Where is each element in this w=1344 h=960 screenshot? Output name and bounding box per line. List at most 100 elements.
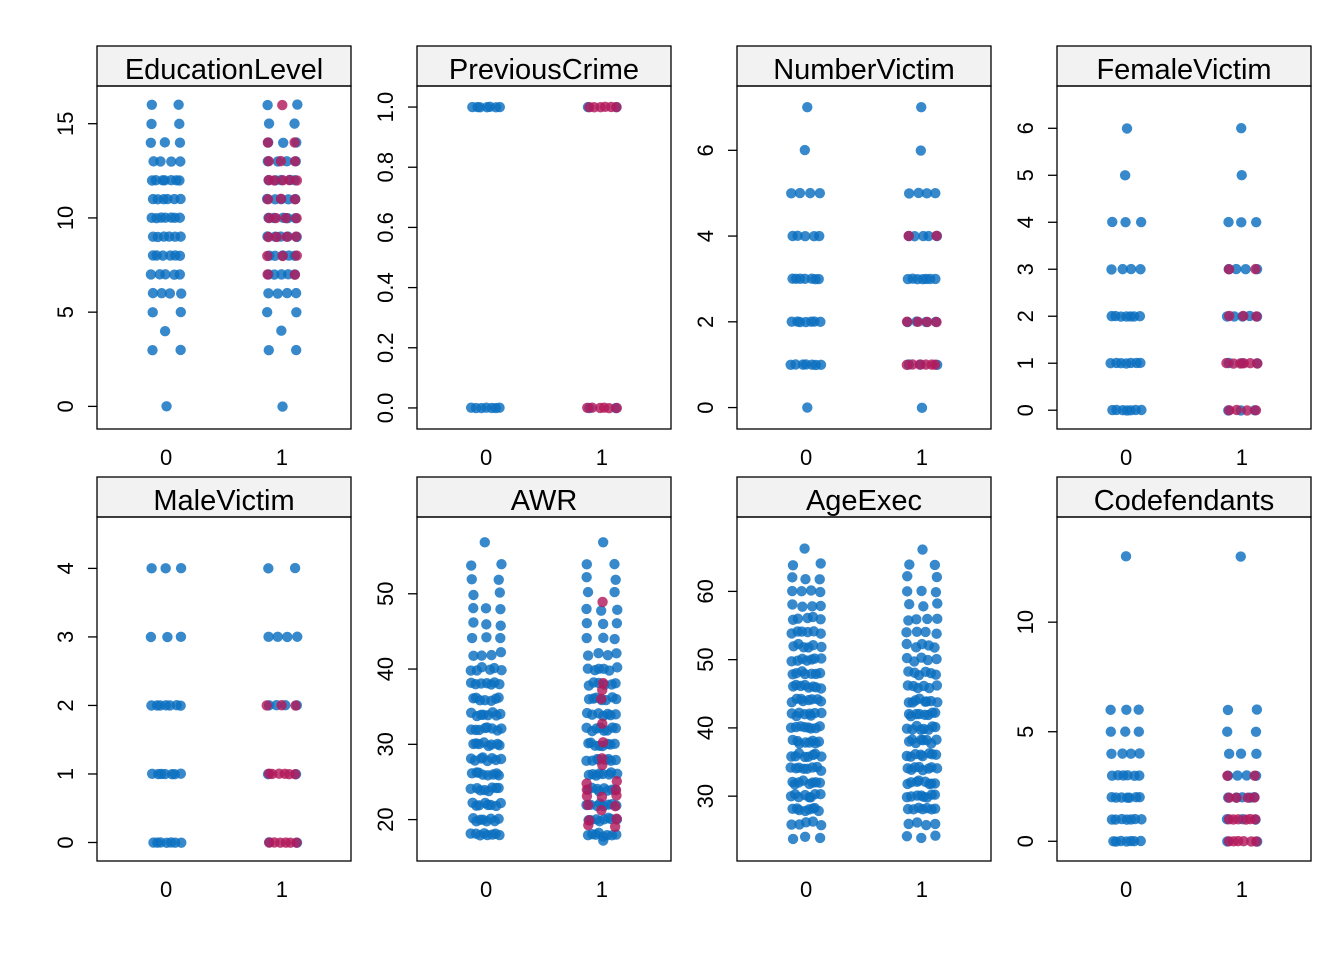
point-group-1-highlight [1233, 814, 1244, 825]
point-group-0 [816, 751, 827, 762]
point-group-1 [609, 558, 620, 570]
point-group-0 [786, 585, 798, 597]
point-group-1-highlight [596, 791, 608, 803]
point-group-1-highlight [271, 231, 282, 243]
y-tick-label: 3 [1013, 263, 1038, 275]
point-group-1-highlight [290, 700, 301, 711]
point-group-1 [611, 618, 623, 629]
point-group-0 [799, 144, 811, 156]
point-group-1 [931, 653, 942, 665]
point-group-0 [815, 614, 826, 625]
point-group-0 [494, 740, 505, 751]
x-tick-label: 0 [800, 445, 812, 470]
point-group-1 [290, 287, 302, 299]
point-group-1-highlight [281, 231, 293, 243]
point-group-0 [815, 765, 827, 776]
point-group-1-highlight [1238, 310, 1249, 322]
point-group-0 [1135, 216, 1147, 228]
panel-strip [416, 476, 672, 518]
x-tick-label: 0 [1120, 445, 1132, 470]
point-group-1 [913, 187, 924, 199]
point-group-1-highlight [1223, 792, 1235, 803]
y-tick-label: 0.2 [373, 332, 398, 363]
point-group-1 [595, 605, 607, 616]
point-group-0 [786, 819, 797, 830]
point-group-1-highlight [929, 359, 941, 370]
points [465, 537, 623, 846]
point-group-1 [920, 626, 931, 638]
x-tick-label: 1 [1236, 445, 1248, 470]
point-group-0 [175, 193, 186, 205]
point-group-0 [493, 782, 504, 794]
point-group-1-highlight [597, 718, 608, 729]
point-group-1-highlight [291, 175, 303, 186]
panel-strip [1056, 45, 1312, 87]
point-group-1-highlight [912, 316, 924, 327]
panel-strip [736, 45, 992, 87]
x-tick-label: 0 [480, 445, 492, 470]
point-group-0 [174, 118, 185, 130]
point-group-1-highlight [275, 155, 287, 167]
point-group-0 [794, 187, 806, 199]
point-group-1 [901, 627, 912, 638]
point-group-0 [493, 574, 504, 585]
point-group-1 [920, 819, 932, 831]
x-tick-label: 1 [596, 445, 608, 470]
point-group-1 [916, 585, 927, 597]
point-group-0 [802, 402, 813, 413]
y-tick-label: 15 [53, 111, 78, 135]
point-group-1-highlight [277, 250, 288, 262]
point-group-0 [1119, 170, 1131, 181]
point-group-0 [802, 101, 813, 113]
y-axis: 0 2 4 6 [693, 144, 737, 414]
point-group-1 [929, 707, 941, 718]
point-group-1-highlight [597, 737, 609, 748]
point-group-1 [612, 604, 623, 616]
point-group-1-highlight [262, 194, 274, 205]
point-group-0 [146, 99, 158, 111]
y-axis: 0.0 0.2 0.4 0.6 0.8 1.0 [373, 92, 417, 423]
point-group-0 [807, 816, 819, 827]
point-group-1 [582, 650, 594, 661]
point-group-0 [815, 683, 827, 694]
point-group-1 [929, 789, 941, 800]
y-axis: 0 5 10 [1013, 610, 1057, 847]
point-group-1 [282, 631, 293, 643]
point-group-0 [1134, 791, 1145, 803]
point-group-0 [813, 805, 824, 817]
point-group-0 [157, 250, 169, 261]
point-group-0 [1120, 216, 1131, 228]
plot-frame [1056, 516, 1312, 862]
point-group-0 [1106, 748, 1117, 759]
y-tick-label: 40 [373, 657, 398, 681]
y-tick-label: 20 [373, 807, 398, 831]
point-group-1 [1236, 170, 1247, 181]
point-group-0 [161, 401, 172, 412]
point-group-1-highlight [597, 677, 609, 689]
y-tick-label: 1 [1013, 357, 1038, 369]
point-group-0 [1125, 263, 1137, 275]
point-group-1 [930, 830, 941, 841]
y-tick-label: 3 [53, 631, 78, 643]
point-group-0 [815, 789, 826, 800]
point-group-0 [495, 632, 506, 644]
point-group-1-highlight [289, 156, 301, 167]
point-group-1 [263, 563, 274, 574]
y-tick-label: 0 [1013, 404, 1038, 416]
point-group-1 [610, 709, 621, 720]
point-group-0 [495, 603, 506, 615]
point-group-0 [166, 156, 177, 167]
point-group-0 [164, 288, 176, 299]
point-group-1 [612, 768, 623, 779]
point-group-0 [799, 831, 811, 842]
point-group-1-highlight [584, 815, 595, 826]
point-group-1 [901, 638, 912, 650]
point-group-0 [145, 631, 157, 643]
point-group-1 [272, 288, 283, 299]
x-tick-label: 0 [480, 877, 492, 902]
point-group-0 [1120, 551, 1132, 562]
point-group-1-highlight [269, 175, 280, 186]
plot-frame [96, 85, 352, 430]
y-axis: 30 40 50 60 [693, 579, 737, 808]
point-group-1 [611, 662, 623, 673]
